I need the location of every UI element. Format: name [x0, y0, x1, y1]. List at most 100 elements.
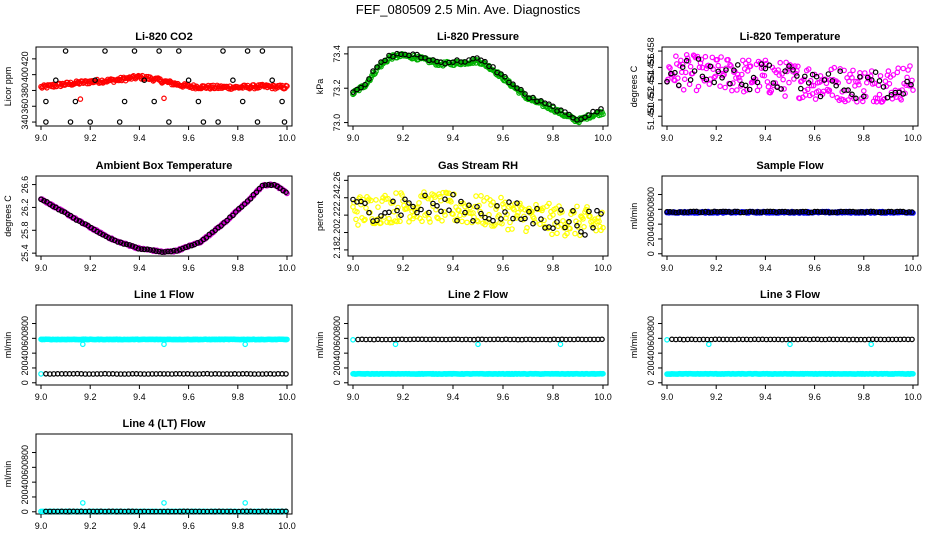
data-point	[711, 208, 718, 215]
data-point	[362, 200, 368, 207]
data-point	[875, 82, 882, 89]
x-tick-label: 9.6	[497, 392, 510, 402]
data-point	[861, 70, 868, 76]
data-point	[864, 209, 871, 215]
data-point	[885, 208, 892, 215]
panel-ambient: Ambient Box Temperature degrees C 9.0 9.2 9.…	[3, 160, 296, 273]
data-point	[794, 73, 800, 79]
plot-frame	[35, 46, 293, 127]
data-point	[382, 192, 388, 199]
x-tick-label: 9.0	[661, 263, 674, 273]
data-point	[761, 209, 768, 215]
data-point	[910, 370, 916, 377]
data-point	[494, 203, 500, 209]
data-point	[854, 99, 860, 105]
data-point	[743, 209, 750, 215]
data-point	[739, 57, 746, 64]
data-point	[115, 239, 121, 245]
data-point	[675, 82, 682, 89]
data-point	[439, 218, 445, 224]
data-point	[860, 93, 867, 100]
data-point	[562, 109, 568, 115]
y-tick-label: 51.454	[646, 70, 656, 98]
x-tick-label: 9.4	[447, 133, 460, 143]
y-tick-label: 73.4	[332, 45, 342, 63]
data-point	[670, 209, 676, 215]
data-point	[598, 211, 604, 217]
data-point	[726, 209, 732, 215]
data-point	[909, 209, 915, 215]
data-point	[134, 73, 141, 80]
data-point	[910, 87, 916, 93]
y-tick-label: 400	[646, 346, 656, 361]
data-point	[682, 69, 689, 76]
data-point	[584, 204, 590, 210]
data-point	[529, 208, 535, 215]
data-point	[695, 83, 702, 90]
x-tick-label: 10.0	[904, 392, 922, 402]
series-overlay	[355, 336, 605, 343]
data-point	[829, 78, 836, 84]
data-point	[79, 220, 86, 226]
data-point	[393, 190, 399, 196]
data-point	[438, 208, 444, 215]
data-point	[791, 209, 797, 215]
data-point	[570, 208, 576, 214]
data-point	[673, 53, 679, 60]
data-point	[731, 67, 737, 74]
data-point	[427, 219, 433, 225]
data-point	[565, 219, 571, 226]
y-tick-label: 340	[20, 115, 30, 130]
data-point	[664, 209, 670, 215]
data-point	[259, 182, 266, 189]
series-overlay	[664, 56, 914, 102]
panel-temperature: Li-820 Temperature degrees C 9.0 9.2 9.4 9.6 9…	[629, 31, 922, 143]
data-point	[591, 221, 597, 228]
x-tick-label: 9.8	[547, 133, 560, 143]
x-tick-label: 9.6	[808, 133, 821, 143]
series-overlay	[669, 336, 915, 343]
x-tick-label: 9.0	[347, 263, 360, 273]
data-point	[174, 248, 180, 254]
data-point	[247, 196, 254, 202]
chart-title: Gas Stream RH	[438, 160, 518, 172]
data-point	[791, 76, 797, 82]
data-point	[849, 91, 855, 98]
data-point	[882, 78, 889, 85]
series-overlay	[664, 208, 915, 216]
data-point	[378, 220, 384, 226]
data-point	[857, 74, 863, 80]
y-axis-label: Licor ppm	[3, 67, 13, 107]
data-point	[284, 336, 290, 343]
data-point	[478, 210, 484, 217]
data-point	[482, 58, 488, 65]
data-point	[599, 336, 605, 343]
data-point	[868, 77, 875, 83]
data-point	[161, 95, 167, 102]
data-point	[595, 215, 601, 221]
data-point	[385, 195, 391, 202]
data-point	[358, 84, 364, 91]
data-point	[362, 81, 368, 88]
data-point	[43, 98, 49, 105]
data-point	[829, 209, 836, 216]
data-point	[450, 211, 456, 218]
data-point	[900, 65, 907, 72]
data-point	[550, 103, 556, 110]
y-tick-label: 0	[20, 380, 30, 385]
data-point	[156, 48, 162, 54]
data-point	[425, 195, 431, 202]
data-point	[690, 208, 697, 215]
data-point	[715, 68, 722, 75]
series-co2	[38, 72, 290, 102]
data-point	[873, 209, 880, 215]
x-tick-label: 9.6	[497, 133, 510, 143]
data-point	[534, 205, 540, 212]
x-tick-label: 9.4	[447, 392, 460, 402]
data-point	[867, 208, 874, 215]
data-point	[361, 217, 367, 224]
data-point	[826, 209, 833, 216]
data-point	[750, 74, 757, 81]
data-point	[805, 209, 812, 216]
plot-frame	[661, 304, 919, 386]
